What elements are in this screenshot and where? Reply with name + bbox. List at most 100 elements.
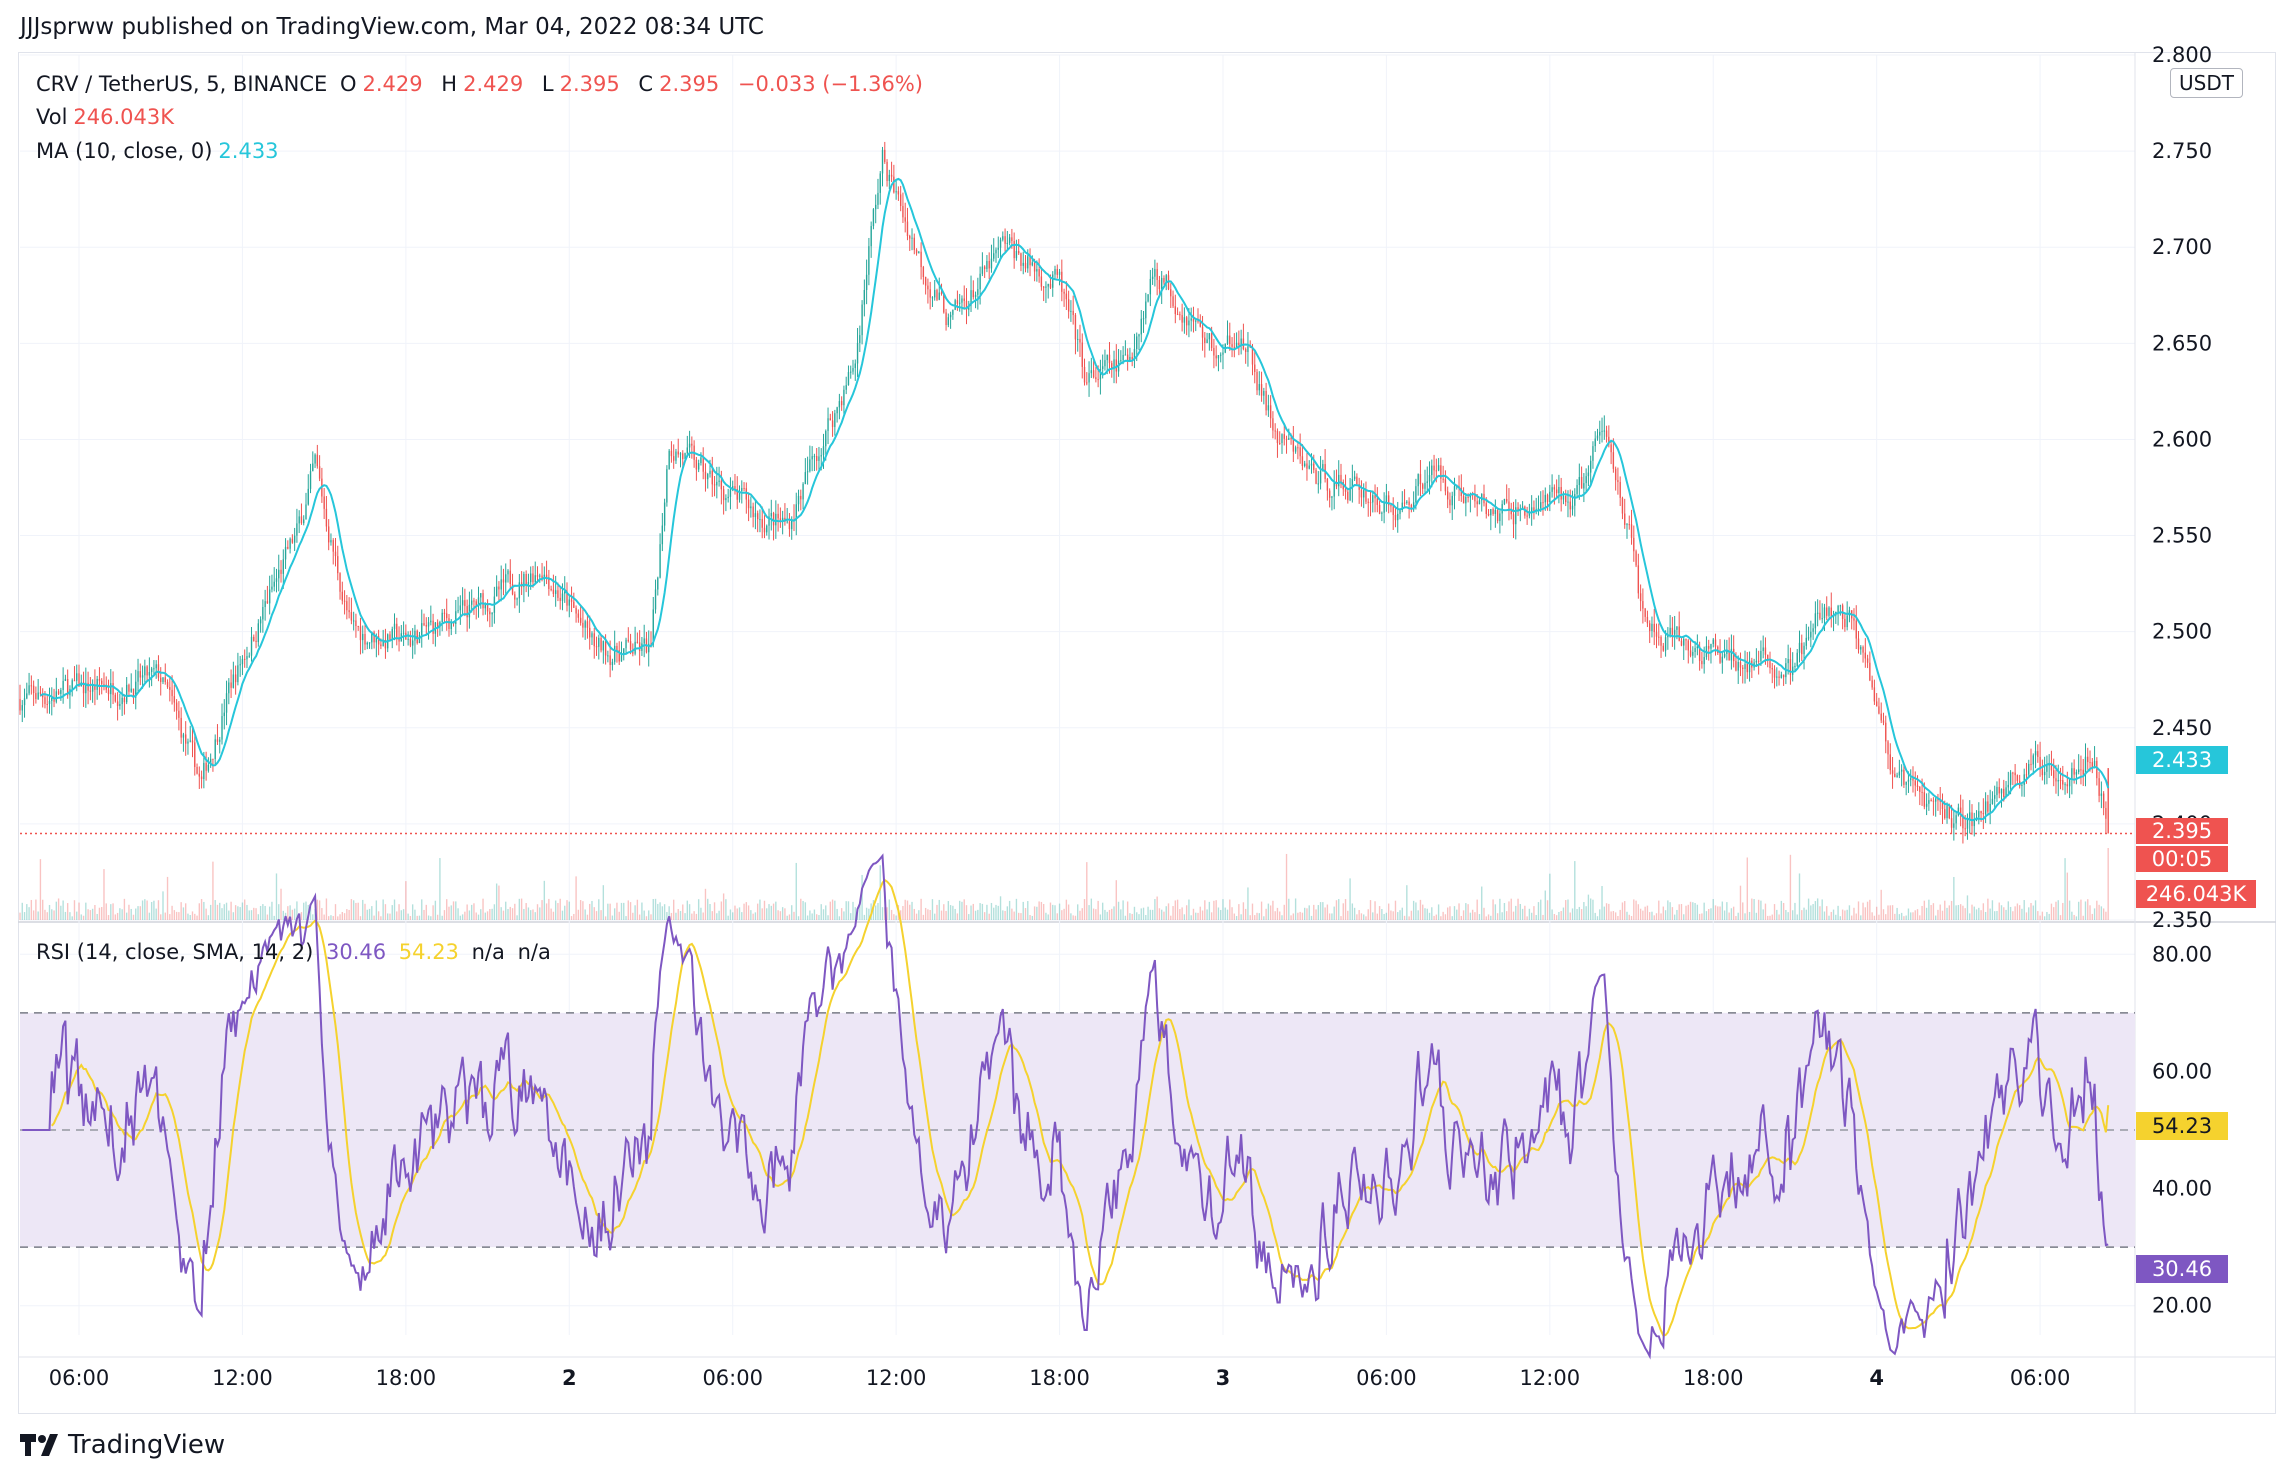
candle-body xyxy=(189,740,191,742)
candle-body xyxy=(194,742,196,767)
volume-bar xyxy=(663,904,666,920)
volume-bar xyxy=(1821,899,1823,920)
candle-body xyxy=(66,678,69,696)
candle-body xyxy=(1857,638,1860,650)
volume-bar xyxy=(1401,907,1403,920)
candle-body xyxy=(44,697,46,704)
candle-body xyxy=(505,574,507,583)
volume-bar xyxy=(1397,912,1399,920)
candle-body xyxy=(1506,498,1508,502)
volume-bar xyxy=(1185,905,1188,920)
volume-bar xyxy=(101,907,103,920)
candle-body xyxy=(1571,505,1574,510)
volume-bar xyxy=(1492,899,1494,920)
volume-bar xyxy=(466,904,468,920)
candle-body xyxy=(57,691,60,694)
volume-bar xyxy=(525,903,527,920)
candle-body xyxy=(1240,338,1242,346)
volume-bar xyxy=(1063,908,1065,920)
volume-bar xyxy=(666,911,668,920)
volume-bar xyxy=(1712,899,1714,920)
candle-body xyxy=(1944,809,1946,819)
volume-bar xyxy=(573,913,575,920)
candle-body xyxy=(1356,476,1358,485)
candle-body xyxy=(1978,811,1980,818)
candle-body xyxy=(1077,338,1079,340)
candle-body xyxy=(1673,629,1676,635)
volume-bar xyxy=(1812,904,1814,920)
candle-body xyxy=(1478,500,1481,505)
time-tick-label: 3 xyxy=(1216,1366,1231,1390)
currency-unit-button[interactable]: USDT xyxy=(2170,68,2243,98)
symbol-label[interactable]: CRV / TetherUS, 5, BINANCE xyxy=(36,72,328,96)
volume-bar xyxy=(1801,910,1803,920)
volume-bar xyxy=(679,910,682,920)
volume-bar xyxy=(1072,915,1074,920)
candle-body xyxy=(1937,798,1939,801)
volume-bar xyxy=(530,910,532,920)
volume-bar xyxy=(1903,916,1905,920)
volume-bar xyxy=(1226,909,1229,920)
candle-body xyxy=(384,639,387,649)
volume-bar xyxy=(439,858,441,920)
candle-body xyxy=(1757,660,1760,662)
volume-bar xyxy=(1907,908,1910,920)
candle-body xyxy=(275,578,278,582)
candle-body xyxy=(918,251,920,254)
volume-bar xyxy=(473,903,475,920)
candle-body xyxy=(1038,269,1040,277)
candle-body xyxy=(999,239,1002,248)
volume-bar xyxy=(968,914,970,920)
candle-body xyxy=(934,290,936,298)
tradingview-logo[interactable]: TradingView xyxy=(20,1430,225,1460)
candle-body xyxy=(1154,269,1156,277)
volume-bar xyxy=(387,913,389,920)
volume-bar xyxy=(514,903,516,920)
volume-bar xyxy=(364,903,366,920)
candle-body xyxy=(956,300,959,304)
volume-bar xyxy=(1571,908,1574,920)
volume-bar xyxy=(1916,909,1919,920)
volume-bar xyxy=(1140,908,1142,920)
volume-bar xyxy=(1249,915,1251,920)
volume-bar xyxy=(1526,916,1528,920)
candle-body xyxy=(1919,786,1921,792)
candle-body xyxy=(972,290,974,298)
publisher-line: JJJsprww published on TradingView.com, M… xyxy=(20,14,764,40)
candle-body xyxy=(879,173,881,193)
candle-body xyxy=(670,450,673,457)
volume-bar xyxy=(1658,900,1660,920)
candle-body xyxy=(1676,626,1678,630)
volume-bar xyxy=(1919,915,1921,920)
candle-body xyxy=(1558,487,1560,494)
candle-body xyxy=(1206,339,1208,344)
volume-bar xyxy=(2077,901,2080,920)
candle-body xyxy=(1269,405,1272,419)
volume-bar xyxy=(155,908,157,920)
candle-body xyxy=(1442,478,1444,480)
candle-body xyxy=(1816,612,1819,614)
volume-bar xyxy=(1442,911,1444,920)
candle-body xyxy=(1658,636,1660,638)
volume-bar xyxy=(1642,910,1644,920)
volume-bar xyxy=(89,910,92,920)
volume-bar xyxy=(1959,904,1962,920)
candle-body xyxy=(1422,484,1424,489)
volume-bar xyxy=(434,900,437,920)
candle-body xyxy=(1889,754,1891,771)
volume-bar xyxy=(1260,901,1263,920)
volume-bar xyxy=(198,903,201,920)
volume-bar xyxy=(1592,899,1594,920)
candle-body xyxy=(116,701,119,706)
candle-body xyxy=(924,276,927,286)
candle-body xyxy=(1739,662,1742,668)
volume-bar xyxy=(743,903,745,920)
volume-bar xyxy=(972,903,974,920)
candle-body xyxy=(214,739,216,759)
volume-bar xyxy=(300,912,303,920)
candle-body xyxy=(840,401,843,406)
candle-body xyxy=(1294,447,1297,452)
candle-body xyxy=(1276,430,1279,444)
candle-body xyxy=(216,739,219,742)
